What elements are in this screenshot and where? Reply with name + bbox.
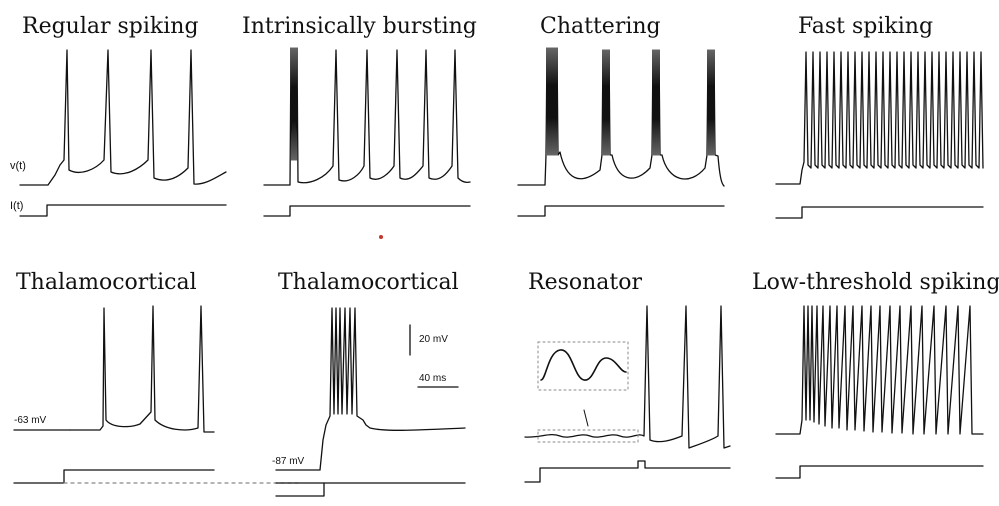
current-trace-regular-spiking bbox=[19, 204, 227, 217]
voltage-trace-regular-spiking bbox=[19, 49, 227, 186]
current-trace-low-threshold-spiking bbox=[775, 465, 984, 479]
title-low-threshold-spiking: Low-threshold spiking bbox=[752, 270, 999, 295]
current-trace-resonator bbox=[524, 460, 731, 483]
current-trace-chattering bbox=[517, 205, 725, 217]
voltage-scale-label: 20 mV bbox=[419, 334, 448, 345]
title-thalamocortical-2: Thalamocortical bbox=[278, 270, 459, 295]
title-fast-spiking: Fast spiking bbox=[798, 14, 934, 39]
current-trace-thalamocortical-2 bbox=[275, 482, 325, 497]
v-trace-label: v(t) bbox=[10, 160, 26, 172]
title-resonator: Resonator bbox=[528, 270, 643, 295]
title-regular-spiking: Regular spiking bbox=[22, 14, 199, 39]
voltage-trace-resonator bbox=[524, 305, 731, 449]
resting-potential-label-63: -63 mV bbox=[14, 415, 47, 426]
current-trace-fast-spiking bbox=[775, 206, 984, 219]
resonator-zoom-region bbox=[537, 429, 639, 443]
voltage-trace-intrinsically-bursting bbox=[263, 47, 471, 186]
current-trace-thalamocortical-1 bbox=[13, 469, 215, 484]
resonator-inset-trace bbox=[540, 349, 627, 381]
title-intrinsically-bursting: Intrinsically bursting bbox=[242, 14, 477, 39]
title-chattering: Chattering bbox=[540, 14, 661, 39]
voltage-trace-thalamocortical-2 bbox=[275, 307, 466, 471]
time-scale-label: 40 ms bbox=[419, 373, 447, 384]
resting-potential-label-87: -87 mV bbox=[272, 456, 305, 467]
cursor-dot bbox=[379, 235, 383, 239]
current-trace-intrinsically-bursting bbox=[263, 205, 471, 217]
voltage-trace-low-threshold-spiking bbox=[775, 305, 984, 435]
i-trace-label: I(t) bbox=[10, 200, 24, 212]
resonator-inset-pointer bbox=[583, 409, 589, 427]
voltage-trace-thalamocortical-1 bbox=[69, 305, 215, 433]
title-thalamocortical-1: Thalamocortical bbox=[16, 270, 197, 295]
voltage-trace-chattering bbox=[517, 47, 725, 187]
resonator-inset-box bbox=[537, 341, 629, 391]
voltage-trace-fast-spiking bbox=[775, 51, 984, 185]
